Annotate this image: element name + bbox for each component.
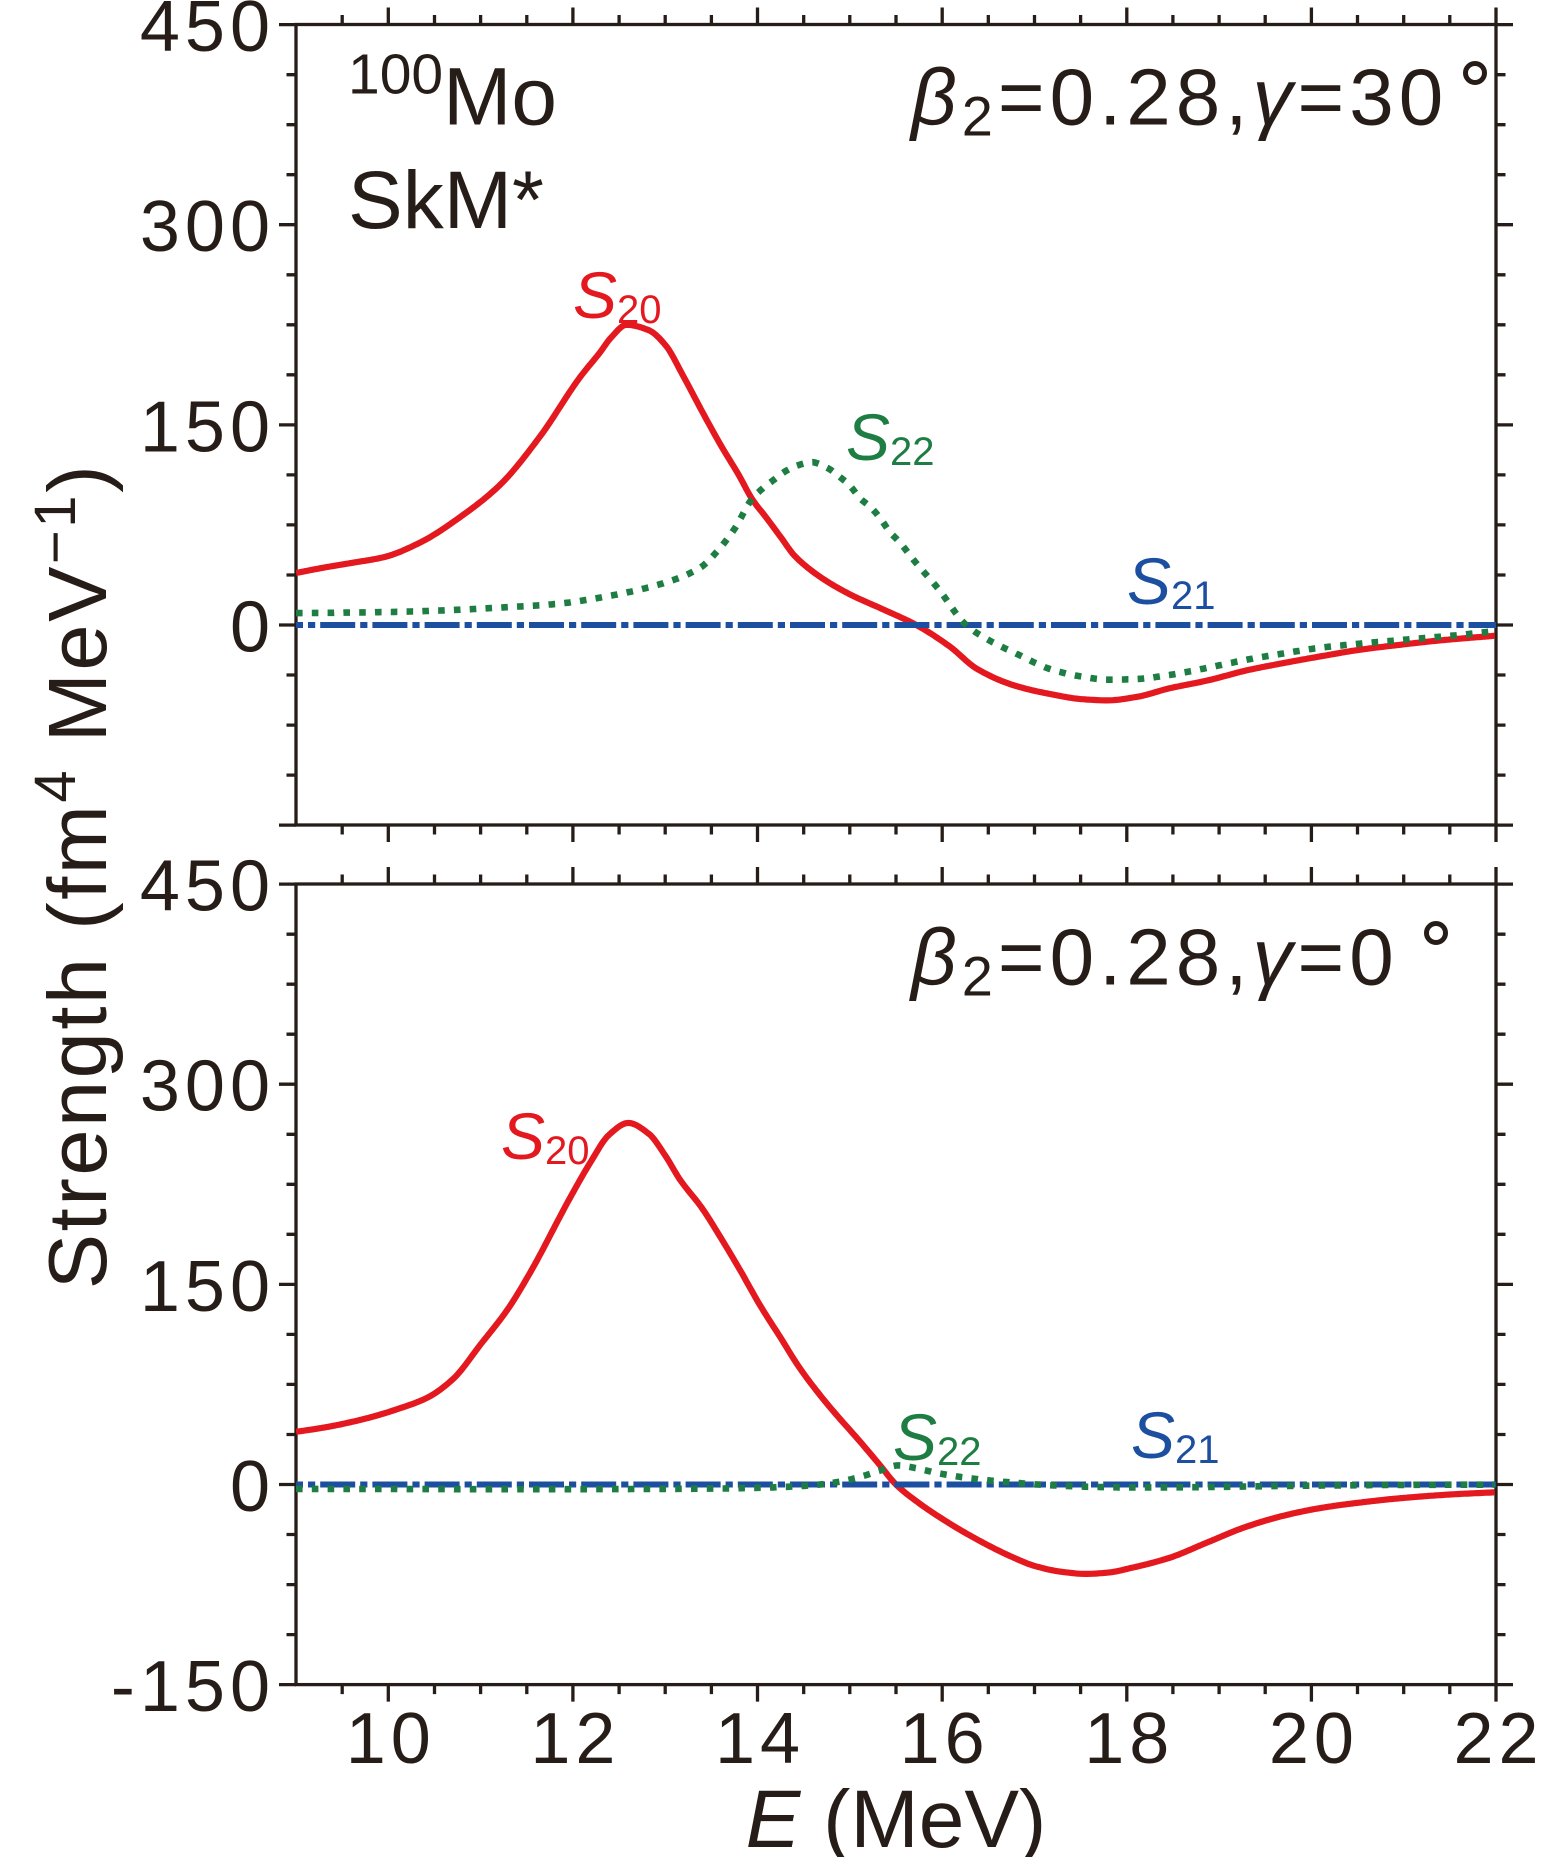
- svg-text:14: 14: [715, 1699, 805, 1779]
- svg-text:SkM*: SkM*: [348, 155, 544, 246]
- svg-text:450: 450: [140, 0, 275, 67]
- svg-text:S20: S20: [501, 1099, 590, 1173]
- svg-text:300: 300: [140, 1047, 275, 1127]
- svg-text:10: 10: [346, 1699, 436, 1779]
- svg-text:0: 0: [230, 1447, 275, 1527]
- svg-text:0: 0: [230, 588, 275, 668]
- svg-text:22: 22: [1453, 1699, 1543, 1779]
- svg-text:S22: S22: [893, 1400, 982, 1474]
- svg-text:150: 150: [140, 387, 275, 467]
- svg-text:β2=0.28,γ=30: β2=0.28,γ=30: [909, 53, 1448, 148]
- svg-text:12: 12: [530, 1699, 620, 1779]
- svg-text:18: 18: [1084, 1699, 1174, 1779]
- svg-text:300: 300: [140, 187, 275, 267]
- svg-text:S21: S21: [1127, 544, 1216, 618]
- svg-text:S20: S20: [573, 258, 662, 332]
- svg-text:-150: -150: [111, 1647, 275, 1727]
- svg-text:150: 150: [140, 1247, 275, 1327]
- svg-text:E (MeV): E (MeV): [746, 1774, 1047, 1857]
- svg-text:Strength (fm4 MeV−1): Strength (fm4 MeV−1): [23, 463, 124, 1289]
- svg-text:S21: S21: [1131, 1398, 1220, 1472]
- svg-text:20: 20: [1269, 1699, 1359, 1779]
- svg-text:450: 450: [140, 847, 275, 927]
- svg-text:S22: S22: [846, 400, 935, 474]
- svg-text:16: 16: [900, 1699, 990, 1779]
